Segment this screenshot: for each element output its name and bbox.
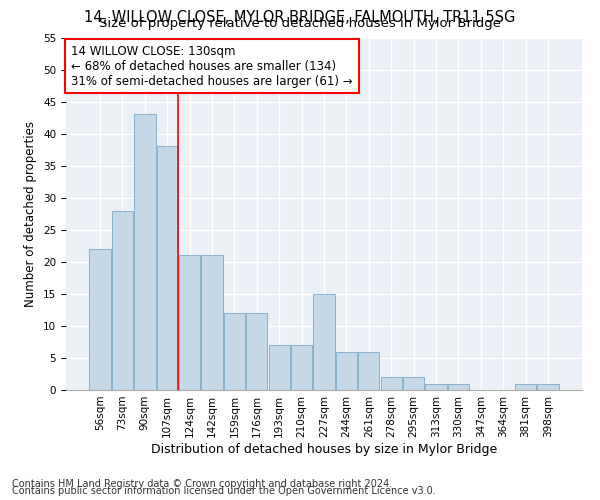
Bar [403,377,424,390]
Text: Size of property relative to detached houses in Mylor Bridge: Size of property relative to detached ho… [99,18,501,30]
Text: 14, WILLOW CLOSE, MYLOR BRIDGE, FALMOUTH, TR11 5SG: 14, WILLOW CLOSE, MYLOR BRIDGE, FALMOUTH… [85,10,515,25]
Bar [313,294,335,390]
Bar [358,352,379,390]
Bar [112,210,133,390]
Text: 14 WILLOW CLOSE: 130sqm
← 68% of detached houses are smaller (134)
31% of semi-d: 14 WILLOW CLOSE: 130sqm ← 68% of detache… [71,44,353,88]
Bar [291,345,312,390]
Bar [134,114,155,390]
Text: Contains public sector information licensed under the Open Government Licence v3: Contains public sector information licen… [12,486,436,496]
Bar [202,256,223,390]
Bar [537,384,559,390]
Bar [336,352,357,390]
Bar [269,345,290,390]
Bar [515,384,536,390]
Bar [157,146,178,390]
Bar [380,377,402,390]
Bar [179,256,200,390]
Bar [224,313,245,390]
Bar [89,249,111,390]
Bar [246,313,268,390]
X-axis label: Distribution of detached houses by size in Mylor Bridge: Distribution of detached houses by size … [151,442,497,456]
Y-axis label: Number of detached properties: Number of detached properties [25,120,37,306]
Bar [448,384,469,390]
Bar [425,384,446,390]
Text: Contains HM Land Registry data © Crown copyright and database right 2024.: Contains HM Land Registry data © Crown c… [12,479,392,489]
